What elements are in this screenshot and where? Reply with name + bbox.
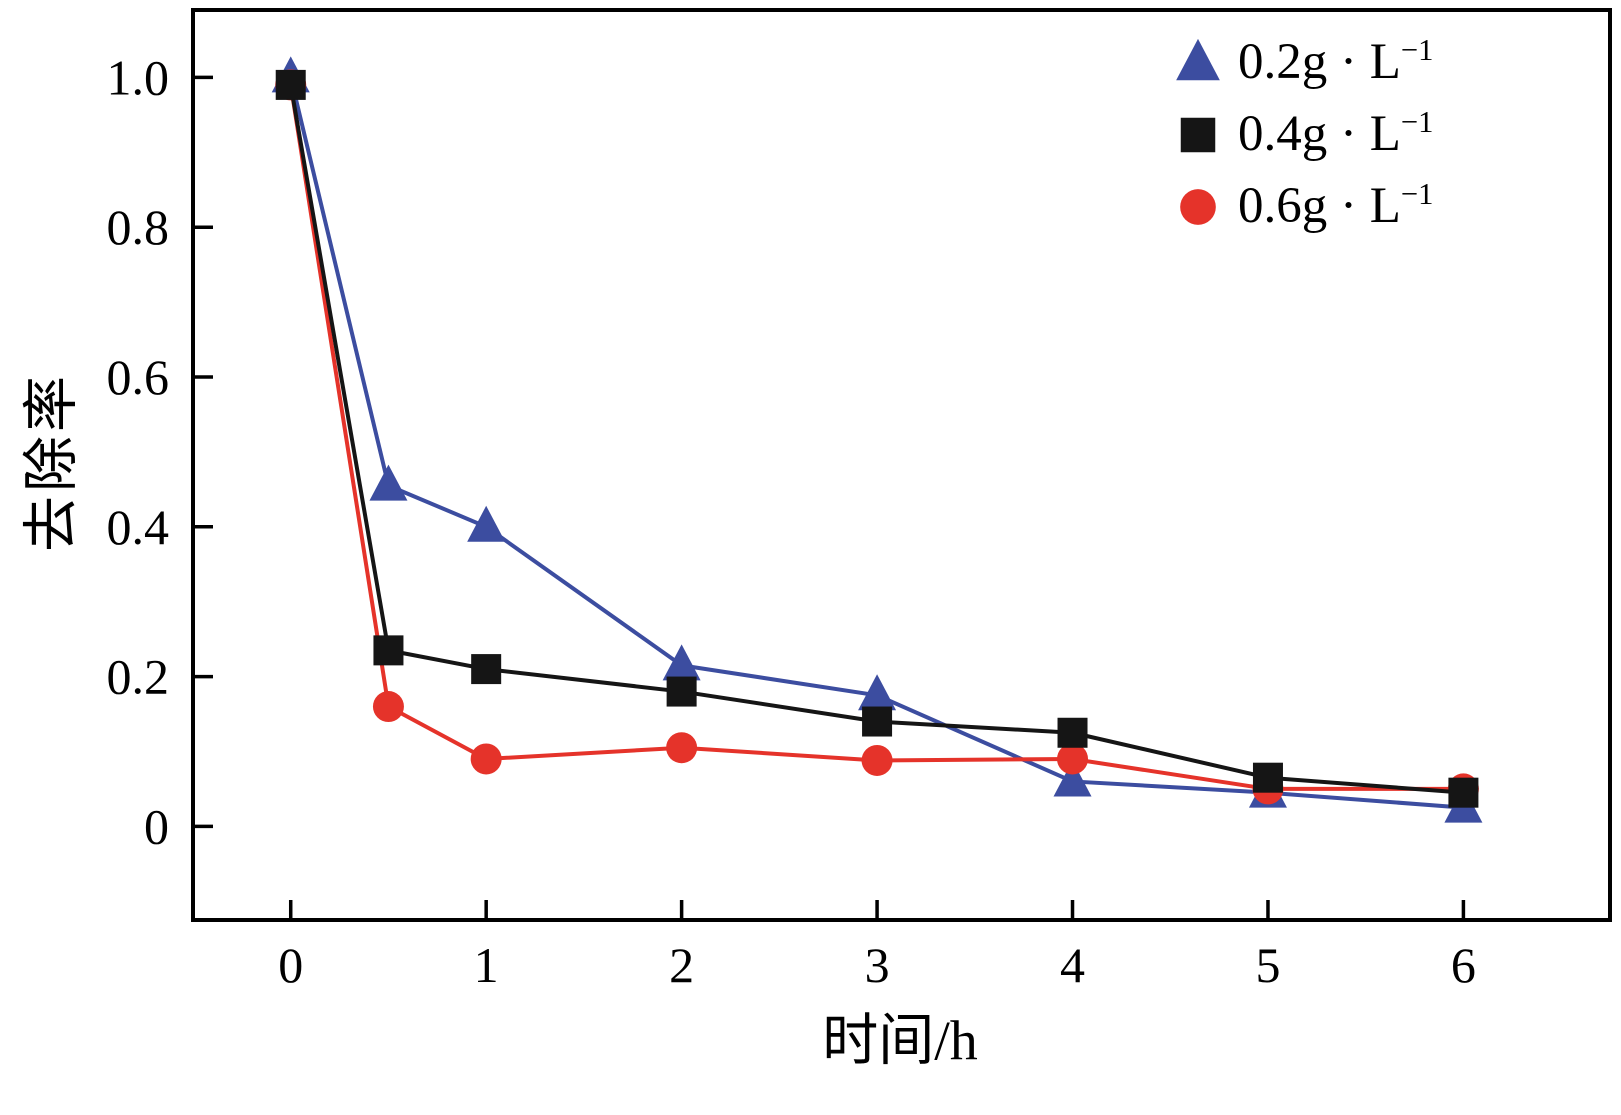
y-tick-label: 0.6 [107,349,170,405]
square-marker [373,635,404,666]
legend-item-2: 0.6g · L−1 [1172,170,1433,242]
y-tick-label: 0 [144,798,169,854]
circle-marker [1180,189,1216,225]
legend-marker-triangle-icon [1176,38,1220,81]
legend-label-0: 0.2g · L−1 [1238,33,1433,91]
square-marker [471,654,502,685]
square-marker [1057,717,1088,748]
y-axis-title: 去除率 [21,372,84,552]
square-marker [1448,777,1479,808]
square-marker [1252,762,1283,793]
x-tick-label: 1 [474,937,499,993]
triangle-marker [1053,760,1092,797]
x-tick-label: 2 [669,937,694,993]
x-tick-label: 4 [1060,937,1085,993]
legend-label-1: 0.4g · L−1 [1238,105,1433,163]
plot-frame [191,8,1612,922]
x-tick-label: 6 [1451,937,1476,993]
series-line [288,76,1464,810]
legend-label-2-exponent: −1 [1400,177,1434,211]
square-marker [275,69,306,100]
y-tick-label: 0.4 [107,499,170,555]
legend-item-1: 0.4g · L−1 [1172,98,1433,170]
legend: 0.2g · L−1 0.4g · L−1 0.6g · L−1 [1172,26,1433,242]
circle-marker [666,732,698,764]
series-line [288,84,1464,791]
legend-label-1-exponent: −1 [1400,105,1434,139]
circle-marker [470,743,502,775]
triangle-marker [369,464,408,501]
legend-label-1-base: 0.4g · L [1238,106,1401,162]
legend-item-0: 0.2g · L−1 [1172,26,1433,98]
triangle-marker [467,505,506,542]
legend-label-2-base: 0.6g · L [1238,178,1401,234]
legend-label-2: 0.6g · L−1 [1238,177,1433,235]
y-tick-label: 0.8 [107,199,170,255]
circle-marker [861,744,893,776]
triangle-marker [662,644,701,681]
series-square [275,69,1479,808]
circle-marker [1057,743,1089,775]
x-tick-label: 5 [1255,937,1280,993]
triangle-marker [858,674,897,711]
x-tick-label: 0 [278,937,303,993]
legend-label-0-base: 0.2g · L [1238,34,1401,90]
x-tick-label: 3 [865,937,890,993]
legend-label-0-exponent: −1 [1400,33,1434,67]
triangle-marker [1176,38,1220,81]
y-tick-label: 0.2 [107,649,170,705]
square-marker [666,676,697,707]
circle-marker [372,691,404,723]
square-marker [862,706,893,737]
square-marker [1180,117,1216,153]
legend-marker-circle-icon [1180,189,1216,225]
x-axis-title: 时间/h [822,1010,978,1073]
series-line [288,84,1464,795]
axes: 0 1 2 3 4 5 6 0 0.2 0.4 0.6 0.8 1.0 [107,49,1476,993]
y-tick-label: 1.0 [107,49,170,105]
legend-marker-square-icon [1180,117,1216,153]
